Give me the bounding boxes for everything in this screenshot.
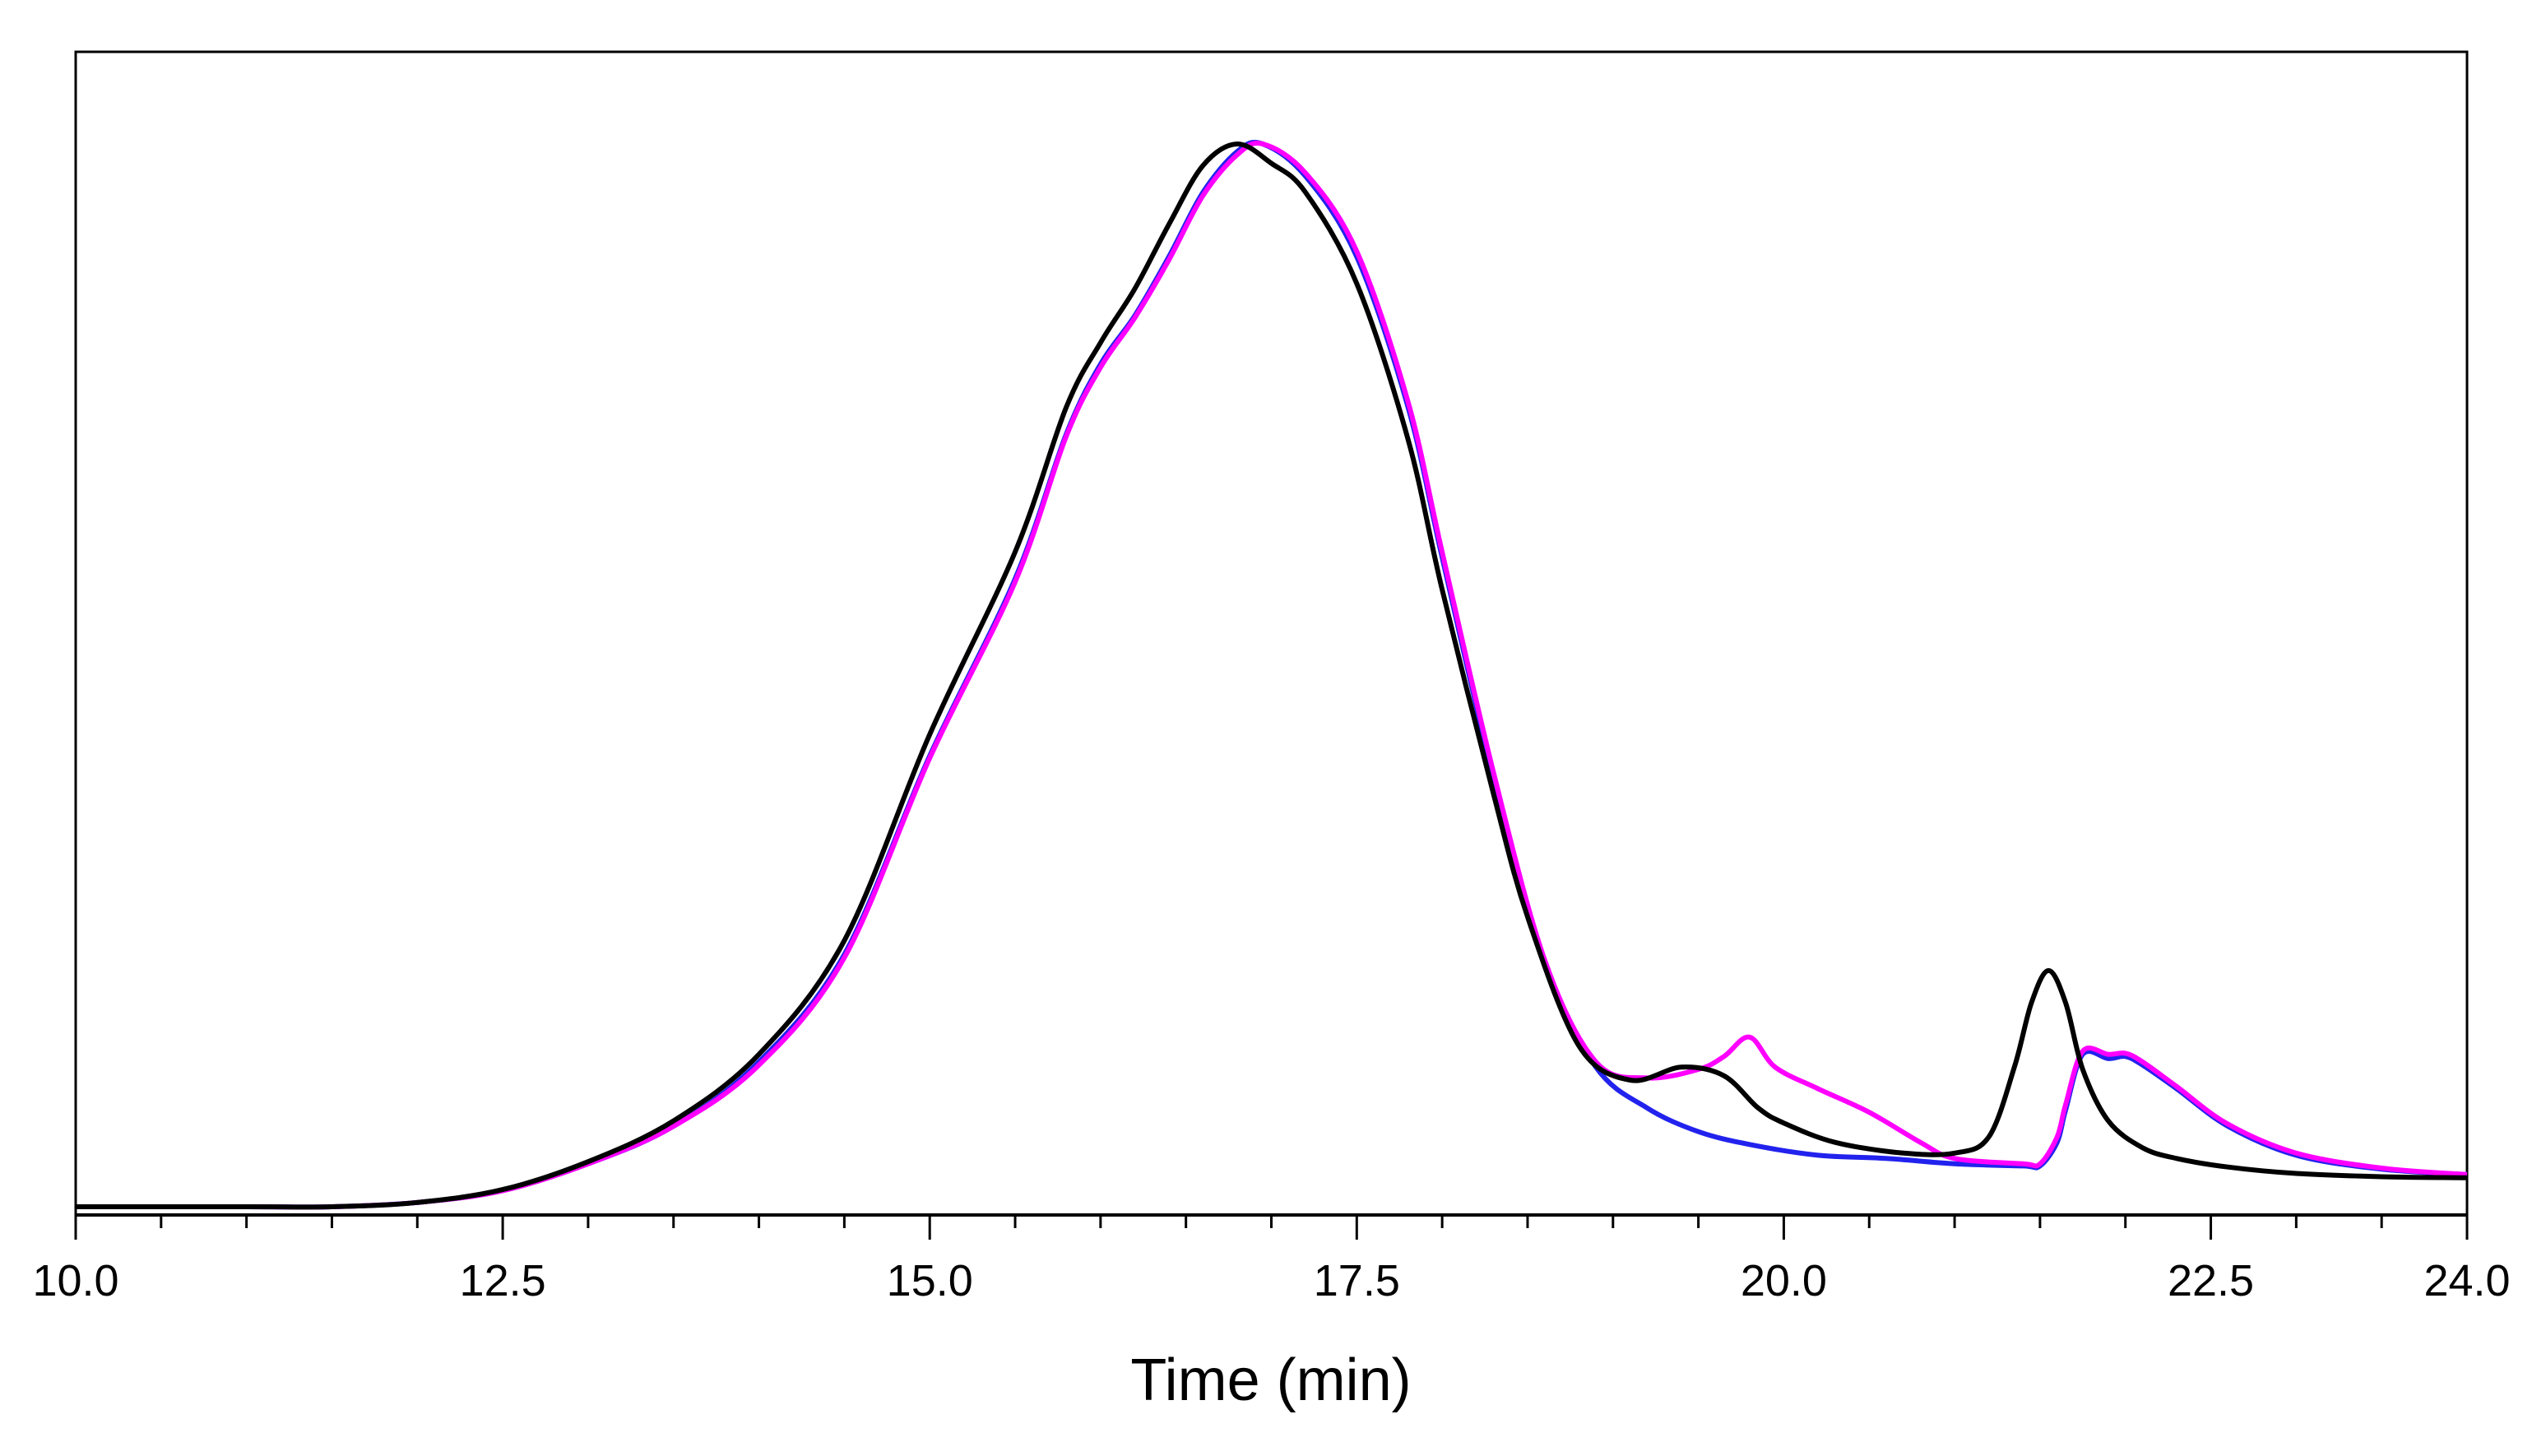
- x-tick-label: 15.0: [887, 1256, 973, 1305]
- series-line-black-trace: [76, 141, 2468, 1210]
- plot-frame: [74, 50, 2469, 1217]
- series-line-magenta-trace: [76, 141, 2468, 1210]
- x-tick-label: 10.0: [32, 1256, 118, 1305]
- x-tick-label: 17.5: [1314, 1256, 1400, 1305]
- x-axis-title: Time (min): [1130, 1347, 1411, 1413]
- x-axis-ticks: 10.0 12.5 15.0 17.5 20.0 22.5 24.0: [32, 1215, 2511, 1305]
- series-line-blue-trace: [76, 139, 2468, 1210]
- x-tick-label: 24.0: [2423, 1256, 2510, 1305]
- x-tick-label: 12.5: [460, 1256, 546, 1305]
- x-tick-label: 20.0: [1741, 1256, 1827, 1305]
- x-tick-label: 22.5: [2168, 1256, 2254, 1305]
- series-layer: [76, 139, 2468, 1210]
